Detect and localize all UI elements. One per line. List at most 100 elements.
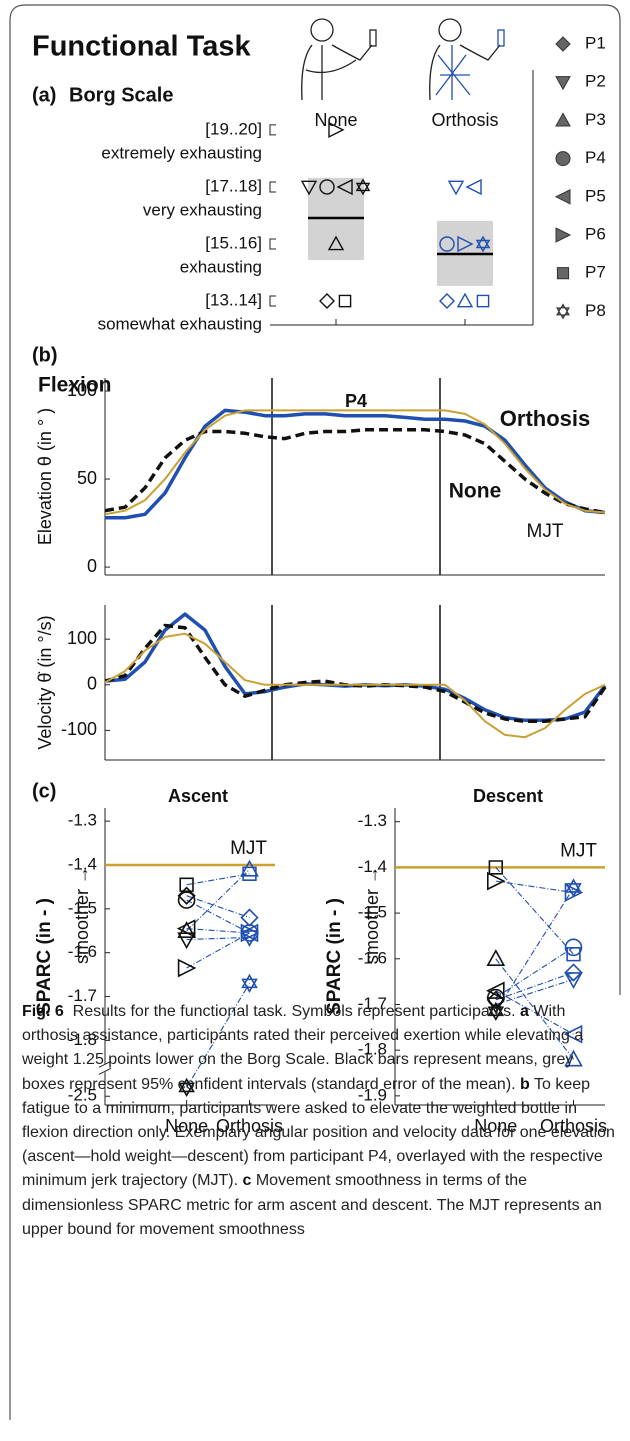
point xyxy=(564,972,583,989)
category-label: Orthosis xyxy=(431,110,498,130)
legend-marker xyxy=(555,36,571,52)
connector xyxy=(495,887,574,1012)
point xyxy=(338,294,352,308)
legend-label: P1 xyxy=(585,33,606,52)
chart-title: P4 xyxy=(345,391,367,411)
point xyxy=(178,1077,195,1098)
series-label: Orthosis xyxy=(500,406,590,431)
legend-marker xyxy=(555,151,571,167)
point xyxy=(476,294,490,308)
caption-label: Fig. 6 xyxy=(22,1003,64,1020)
y-tick-label: -1.6 xyxy=(358,948,387,967)
y-tick-label: -1.7 xyxy=(358,994,387,1013)
connector xyxy=(495,946,574,999)
reference-label: MJT xyxy=(560,840,597,861)
y-tick-label: 50 xyxy=(77,468,97,488)
y-tick-label: -1.6 xyxy=(68,942,97,961)
y-axis-label: SPARC (in - ) xyxy=(324,898,345,1015)
connector xyxy=(495,880,574,894)
point xyxy=(439,236,455,252)
caption-part-text: With orthosis assistance, participants r… xyxy=(22,1003,584,1093)
point xyxy=(177,891,196,909)
connector xyxy=(495,978,574,1006)
caption-part-label: b xyxy=(520,1075,530,1093)
illustration-orthosis xyxy=(429,18,505,101)
y-tick-label: [17..18] xyxy=(205,176,262,195)
series-label: MJT xyxy=(527,521,564,542)
x-tick-label: Orthosis xyxy=(216,1116,283,1136)
point xyxy=(300,180,318,196)
y-tick-label: -1.4 xyxy=(358,857,387,876)
x-tick-label: None xyxy=(474,1116,517,1136)
caption-text: Results for the functional task. Symbols… xyxy=(72,1003,516,1020)
point xyxy=(475,235,491,253)
point xyxy=(564,963,583,982)
point xyxy=(327,235,345,251)
legend-label: P8 xyxy=(585,301,606,320)
x-tick-label: Orthosis xyxy=(540,1116,607,1136)
caption-part-label: c xyxy=(242,1172,252,1190)
caption-part-text: Movement smoothness in terms of the dime… xyxy=(22,1172,602,1238)
legend-marker xyxy=(555,227,572,243)
point xyxy=(487,1001,505,1021)
connector xyxy=(495,867,574,955)
legend-label: P4 xyxy=(585,148,606,167)
axis-break xyxy=(98,1060,112,1075)
point xyxy=(563,1024,583,1044)
legend-marker xyxy=(555,76,571,91)
point xyxy=(241,973,258,993)
illustration-none xyxy=(301,18,377,101)
point xyxy=(457,235,474,253)
reference-label: MJT xyxy=(230,838,267,859)
panel-label: (c) xyxy=(32,780,56,802)
chart-title: Descent xyxy=(473,786,543,806)
connector xyxy=(495,990,574,1035)
y-tick-label: -1.9 xyxy=(358,1085,387,1104)
point xyxy=(566,947,581,962)
line xyxy=(104,612,607,723)
point xyxy=(486,949,506,966)
point xyxy=(176,919,196,938)
connector xyxy=(186,928,250,934)
y-axis-label: Velocity θ̇ (in °/s) xyxy=(35,615,55,749)
y-tick-label: 100 xyxy=(67,380,97,400)
frame xyxy=(9,4,621,1420)
point xyxy=(486,981,505,1001)
connector xyxy=(186,868,250,932)
point xyxy=(564,1049,583,1067)
annotation: smoother → xyxy=(362,866,382,964)
point xyxy=(447,180,465,196)
point xyxy=(240,859,259,877)
connector xyxy=(186,899,250,934)
legend-marker xyxy=(555,112,571,127)
y-tick-description: extremely exhausting xyxy=(101,143,262,162)
connector xyxy=(186,983,250,1088)
y-tick-label: 0 xyxy=(87,674,97,694)
point xyxy=(240,923,260,943)
y-tick-label: -1.4 xyxy=(68,854,97,873)
point xyxy=(319,179,335,195)
connector xyxy=(495,958,574,1060)
y-axis-label: Elevation θ (in ° ) xyxy=(35,408,55,545)
y-tick-label: -1.5 xyxy=(358,903,387,922)
series-label: None xyxy=(449,480,502,503)
connector xyxy=(186,932,250,969)
point xyxy=(242,866,257,881)
y-tick-label: 100 xyxy=(67,628,97,648)
y-tick-description: very exhausting xyxy=(143,200,262,219)
legend-marker xyxy=(556,303,570,320)
line xyxy=(105,408,606,520)
y-tick-label: -1.3 xyxy=(68,811,97,830)
line xyxy=(104,623,607,724)
caption-part-text: To keep fatigue to a minimum, participan… xyxy=(22,1075,615,1190)
y-tick-label: 0 xyxy=(87,556,97,576)
figure-title: Functional Task xyxy=(32,31,251,63)
y-tick-label: -2.5 xyxy=(68,1086,97,1105)
legend-marker xyxy=(554,188,571,205)
y-tick-label: [15..16] xyxy=(205,233,262,252)
y-tick-label: -1.3 xyxy=(358,811,387,830)
y-tick-label: -100 xyxy=(61,719,97,739)
y-tick-label: -1.8 xyxy=(358,1040,387,1059)
